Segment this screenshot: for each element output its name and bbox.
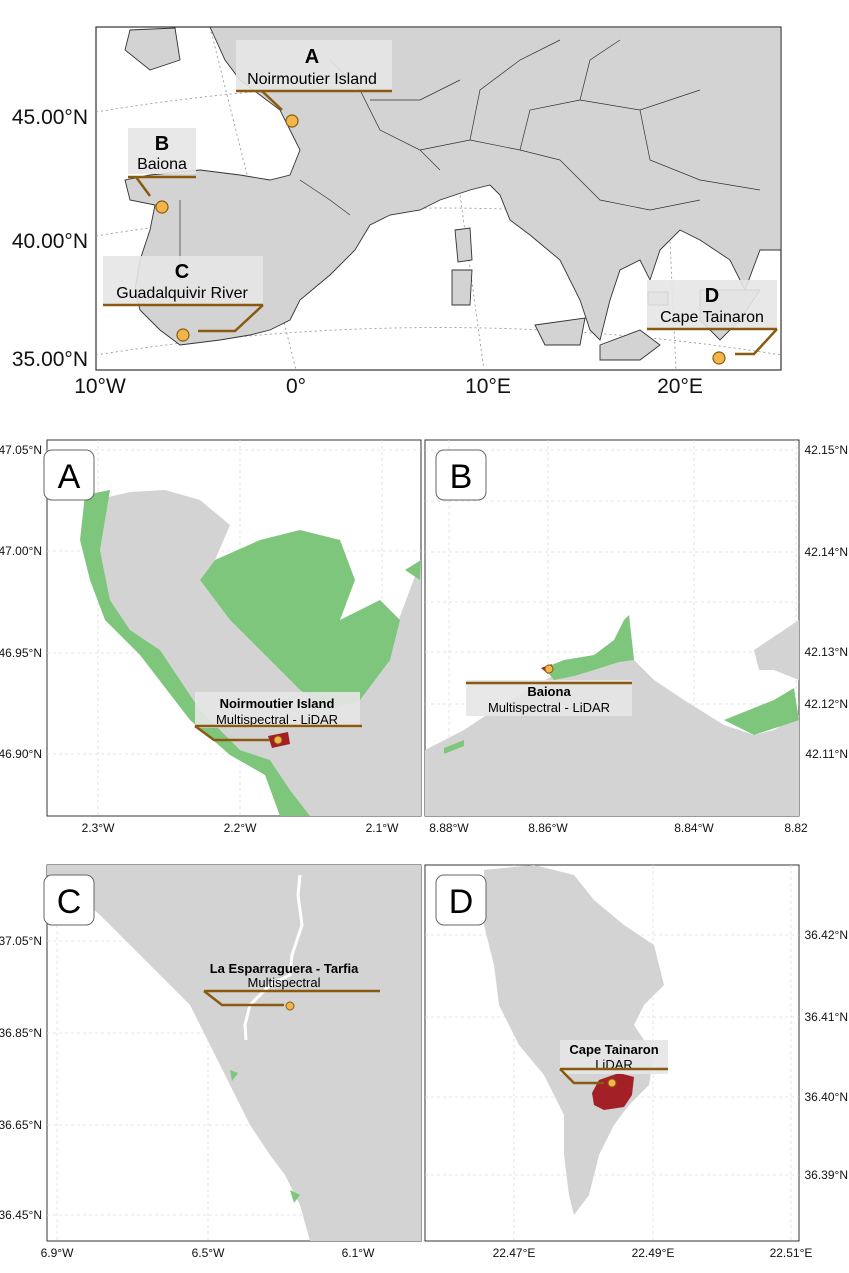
overview-site-name: Baiona xyxy=(137,156,187,173)
panel-c-river xyxy=(243,874,304,1041)
panel-d-map: D Cape Tainaron LiDAR 36.42°N 36.41°N 36… xyxy=(424,864,849,1260)
panel-b-x-tick: 8.86°W xyxy=(528,821,568,835)
panel-c-x-tick: 6.9°W xyxy=(41,1246,74,1260)
panel-a-y-tick: 47.05°N xyxy=(0,443,42,457)
panel-d-letter: D xyxy=(449,883,474,921)
overview-lat-label: 40.00°N xyxy=(12,230,88,253)
panel-c-y-tick: 37.05°N xyxy=(0,934,42,948)
panel-c-land xyxy=(47,865,421,1241)
overview-site-name: Cape Tainaron xyxy=(660,309,764,326)
panel-a-seagrass xyxy=(80,490,421,816)
panel-a-y-tick: 46.95°N xyxy=(0,646,42,660)
panel-b-site-title: Baiona xyxy=(527,684,571,699)
panel-b-x-tick: 8.82 xyxy=(784,821,808,835)
site-marker-icon xyxy=(176,328,190,342)
panel-b-x-tick: 8.88°W xyxy=(429,821,469,835)
site-marker-icon xyxy=(607,1078,617,1088)
panel-b-y-tick: 42.13°N xyxy=(805,645,849,659)
overview-site-letter: C xyxy=(175,261,189,283)
site-marker-icon xyxy=(285,114,299,128)
overview-site-letter: B xyxy=(155,133,169,155)
overview-lon-label: 20°E xyxy=(657,375,703,398)
panel-c-y-tick: 36.65°N xyxy=(0,1118,42,1132)
site-marker-icon xyxy=(155,200,169,214)
panel-c-y-tick: 36.85°N xyxy=(0,1026,42,1040)
overview-lat-label: 45.00°N xyxy=(12,106,88,129)
overview-map: A Noirmoutier Island B Baiona C Guadalqu… xyxy=(12,26,782,398)
panel-a-site-method: Multispectral - LiDAR xyxy=(216,712,338,727)
panel-b-seagrass xyxy=(444,615,799,754)
panel-c-y-tick: 36.45°N xyxy=(0,1208,42,1222)
panel-a-x-tick: 2.1°W xyxy=(366,821,399,835)
panel-b-y-tick: 42.12°N xyxy=(805,697,849,711)
panel-c-site-method: Multispectral xyxy=(248,975,321,990)
panel-a-site-title: Noirmoutier Island xyxy=(220,696,335,711)
panel-d-x-tick: 22.49°E xyxy=(632,1246,675,1260)
panel-a-land xyxy=(95,490,421,816)
overview-site-B: B Baiona xyxy=(128,128,196,214)
overview-site-A: A Noirmoutier Island xyxy=(236,40,392,128)
overview-site-name: Guadalquivir River xyxy=(116,285,248,302)
panel-c-letter: C xyxy=(57,883,82,921)
overview-site-letter: A xyxy=(305,46,319,68)
panel-b-map: B Baiona Multispectral - LiDAR 42.15°N 4… xyxy=(424,439,849,835)
panel-a-letter: A xyxy=(58,458,81,496)
panel-a-y-tick: 46.90°N xyxy=(0,747,42,761)
panel-d-x-tick: 22.47°E xyxy=(493,1246,536,1260)
panel-b-y-tick: 42.11°N xyxy=(805,747,848,761)
panel-c-map: C La Esparraguera - Tarfia Multispectral… xyxy=(0,864,422,1260)
panel-c-x-tick: 6.5°W xyxy=(192,1246,225,1260)
panel-b-y-tick: 42.14°N xyxy=(805,545,849,559)
panel-c-site-title: La Esparraguera - Tarfia xyxy=(210,961,359,976)
overview-lon-label: 10°W xyxy=(74,375,126,398)
panel-b-letter: B xyxy=(450,458,473,496)
site-marker-icon xyxy=(273,735,283,745)
overview-site-D: D Cape Tainaron xyxy=(647,280,778,365)
panel-d-y-tick: 36.40°N xyxy=(805,1090,849,1104)
panel-d-site-title: Cape Tainaron xyxy=(569,1042,658,1057)
overview-lat-label: 35.00°N xyxy=(12,348,88,371)
panel-a-x-tick: 2.2°W xyxy=(224,821,257,835)
panel-a-y-tick: 47.00°N xyxy=(0,544,42,558)
site-marker-icon xyxy=(285,1001,295,1011)
panel-d-y-tick: 36.39°N xyxy=(805,1168,849,1182)
panel-d-y-tick: 36.42°N xyxy=(805,928,849,942)
overview-lon-label: 0° xyxy=(286,375,306,398)
panel-c-x-tick: 6.1°W xyxy=(342,1246,375,1260)
overview-lon-label: 10°E xyxy=(465,375,511,398)
overview-site-C: C Guadalquivir River xyxy=(103,256,264,342)
panel-a-map: A Noirmoutier Island Multispectral - LiD… xyxy=(0,439,422,835)
panel-b-x-tick: 8.84°W xyxy=(674,821,714,835)
panel-a-x-tick: 2.3°W xyxy=(82,821,115,835)
panel-d-y-tick: 36.41°N xyxy=(805,1010,849,1024)
panel-d-x-tick: 22.51°E xyxy=(770,1246,813,1260)
panel-b-y-tick: 42.15°N xyxy=(805,443,849,457)
site-marker-icon xyxy=(544,664,554,674)
overview-site-name: Noirmoutier Island xyxy=(247,71,377,88)
overview-site-letter: D xyxy=(705,285,719,307)
panel-b-site-method: Multispectral - LiDAR xyxy=(488,700,610,715)
site-marker-icon xyxy=(712,351,726,365)
